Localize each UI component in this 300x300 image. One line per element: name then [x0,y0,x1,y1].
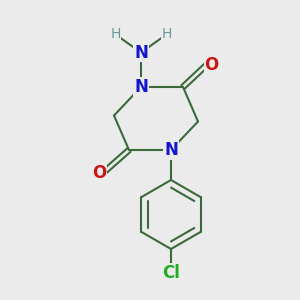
Text: Cl: Cl [162,264,180,282]
Text: N: N [134,78,148,96]
Text: H: H [110,28,121,41]
Text: N: N [134,44,148,62]
Text: O: O [204,56,219,74]
Text: O: O [92,164,106,181]
Text: H: H [161,28,172,41]
Text: N: N [164,141,178,159]
